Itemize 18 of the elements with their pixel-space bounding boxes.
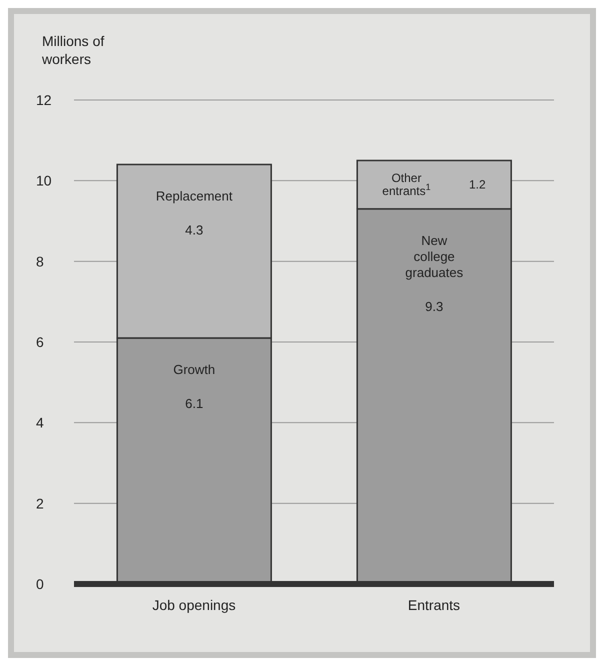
y-tick-label: 0	[36, 576, 44, 592]
x-tick-label: Entrants	[408, 596, 460, 613]
data-label: 4.3	[185, 222, 204, 238]
data-label: 6.1	[185, 396, 204, 411]
y-tick-label: 6	[36, 334, 44, 350]
y-tick-label: 8	[36, 253, 44, 270]
y-axis-title: Millions of workers	[42, 32, 104, 68]
y-tick-label: 2	[36, 495, 44, 512]
series-label: New college graduates	[405, 232, 464, 280]
y-tick-label: 4	[36, 414, 44, 431]
y-tick-label: 12	[36, 92, 52, 108]
data-label: 1.2	[468, 178, 486, 192]
x-tick-label: Job openings	[152, 596, 236, 613]
series-label: Other entrants$^{1}$	[382, 171, 431, 198]
series-label: Replacement	[156, 188, 233, 204]
data-label: 9.3	[425, 298, 444, 314]
y-tick-label: 10	[36, 172, 52, 189]
series-label: Growth	[173, 362, 216, 377]
